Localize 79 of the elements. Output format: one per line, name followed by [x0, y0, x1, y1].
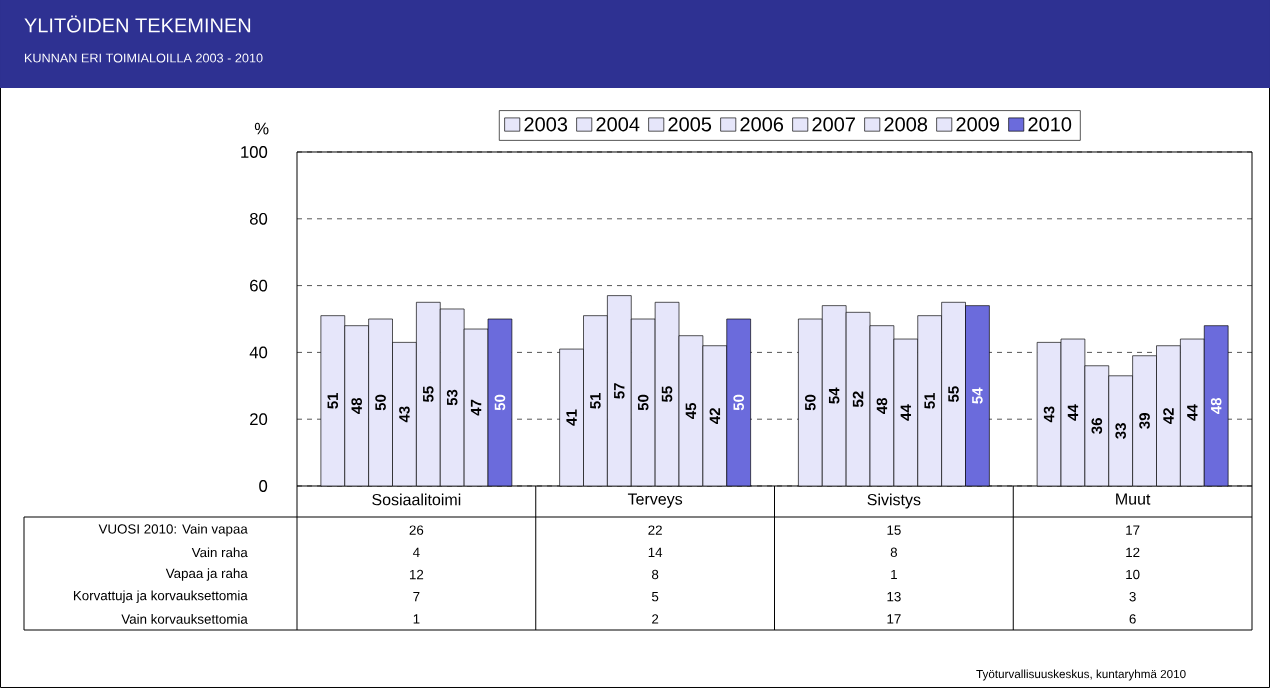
x-tick-label: Sosiaalitoimi — [372, 493, 461, 506]
data-label: 51 — [590, 392, 601, 409]
data-label: 1 — [413, 614, 420, 624]
legend-label: 2007 — [812, 117, 855, 132]
data-label: 13 — [887, 591, 901, 602]
y-tick-label: 40 — [249, 346, 268, 359]
data-label: 45 — [685, 402, 697, 419]
y-axis-title: % — [254, 122, 269, 135]
y-tick-label: Korvattuja ja korvauksettomia — [73, 590, 248, 603]
legend-label: 2003 — [524, 117, 568, 132]
data-label: 55 — [948, 386, 959, 403]
data-label: 51 — [327, 392, 339, 409]
data-label: 44 — [900, 404, 911, 421]
data-label: 54 — [828, 387, 840, 404]
data-label: 50 — [637, 394, 649, 411]
text: KUNNAN ERI TOIMIALOILLA 2003 - 2010 — [24, 53, 263, 63]
data-label: 42 — [1163, 408, 1174, 424]
y-tick-label: 0 — [259, 480, 268, 492]
legend-label: 2008 — [884, 117, 928, 132]
data-label: 54 — [972, 387, 983, 404]
data-label: 50 — [375, 394, 386, 411]
y-tick-label: VUOSI 2010: Vain vapaa — [98, 523, 248, 537]
data-label: 51 — [924, 392, 935, 409]
y-tick-label: Vain raha — [191, 547, 248, 558]
data-label: 4 — [412, 547, 420, 557]
x-tick-label: Muut — [1116, 493, 1151, 505]
data-label: 43 — [399, 406, 410, 423]
data-label: 12 — [409, 569, 424, 580]
data-label: 5 — [651, 592, 659, 602]
data-label: 48 — [1210, 397, 1222, 414]
data-label: 48 — [876, 397, 888, 414]
legend-label: 2006 — [740, 117, 784, 132]
data-label: 26 — [409, 525, 424, 535]
legend-label: 2005 — [668, 117, 712, 132]
data-label: 48 — [351, 397, 363, 414]
x-tick-label: Terveys — [627, 493, 683, 508]
data-label: 50 — [805, 394, 816, 411]
data-label: 17 — [887, 614, 901, 624]
data-label: 41 — [566, 409, 577, 426]
data-label: 17 — [1126, 525, 1140, 535]
y-tick-label: 60 — [250, 279, 268, 292]
y-tick-label: 100 — [241, 146, 268, 158]
y-tick-label: 80 — [249, 212, 268, 225]
data-label: 57 — [614, 383, 625, 399]
data-label: 22 — [648, 525, 662, 535]
data-label: 12 — [1126, 547, 1140, 557]
data-label: 2 — [652, 614, 659, 624]
data-label: 3 — [1129, 591, 1136, 602]
data-label: 53 — [446, 389, 458, 406]
y-tick-label: Vain korvauksettomia — [121, 614, 248, 624]
x-tick-label: Sivistys — [867, 493, 921, 509]
data-label: 43 — [1043, 406, 1055, 423]
data-label: 50 — [733, 394, 745, 411]
data-label: 6 — [1129, 614, 1136, 624]
data-label: 10 — [1126, 569, 1140, 580]
data-label: 44 — [1187, 404, 1198, 421]
data-label: 55 — [423, 386, 434, 403]
data-label: 1 — [891, 569, 897, 580]
legend-label: 2004 — [596, 117, 640, 132]
y-tick-label: 20 — [250, 413, 268, 426]
data-label: 42 — [709, 408, 721, 424]
data-label: 14 — [648, 547, 663, 557]
data-label: 36 — [1091, 418, 1103, 434]
data-label: 52 — [852, 391, 864, 408]
data-label: 33 — [1115, 423, 1127, 439]
data-label: 8 — [890, 547, 897, 558]
data-label: 55 — [661, 386, 673, 403]
legend-label: 2009 — [956, 117, 999, 132]
data-label: 7 — [413, 592, 420, 602]
chart-title: YLITÖIDEN TEKEMINEN — [24, 15, 251, 33]
y-tick-label: Vapaa ja raha — [165, 568, 248, 581]
data-label: 39 — [1139, 413, 1150, 429]
data-label: 47 — [470, 399, 482, 416]
legend-label: 2010 — [1028, 117, 1072, 132]
text: Työturvallisuuskeskus, kuntaryhmä 2010 — [976, 669, 1186, 681]
data-label: 15 — [887, 525, 901, 535]
data-label: 44 — [1067, 404, 1079, 421]
data-label: 8 — [652, 569, 659, 580]
data-label: 50 — [494, 394, 506, 411]
